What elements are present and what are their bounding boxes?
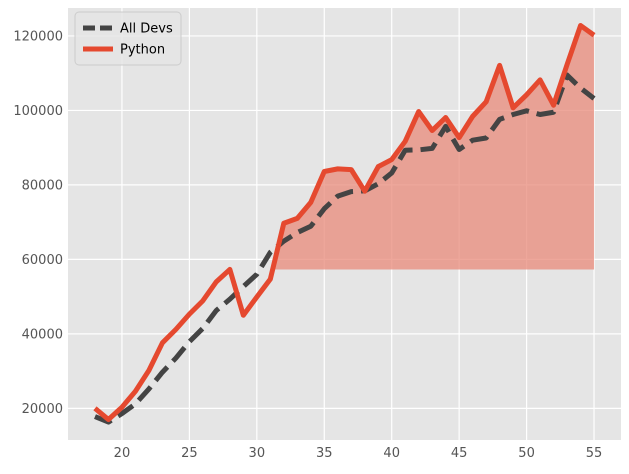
x-tick-label: 45 (451, 446, 468, 461)
y-tick-label: 40000 (22, 327, 63, 342)
legend-label: Python (120, 43, 165, 58)
y-tick-label: 80000 (22, 178, 63, 193)
x-tick-label: 30 (249, 446, 266, 461)
y-tick-label: 60000 (22, 253, 63, 268)
x-tick-label: 50 (518, 446, 535, 461)
legend-label: All Devs (120, 22, 173, 37)
y-tick-label: 20000 (22, 402, 63, 417)
legend: All Devs Python (75, 12, 181, 65)
x-tick-label: 25 (181, 446, 198, 461)
y-tick-label: 100000 (13, 104, 63, 119)
x-tick-label: 20 (114, 446, 131, 461)
x-tick-label: 55 (586, 446, 603, 461)
y-tick-label: 120000 (13, 29, 63, 44)
x-tick-label: 35 (316, 446, 333, 461)
x-tick-label: 40 (383, 446, 400, 461)
